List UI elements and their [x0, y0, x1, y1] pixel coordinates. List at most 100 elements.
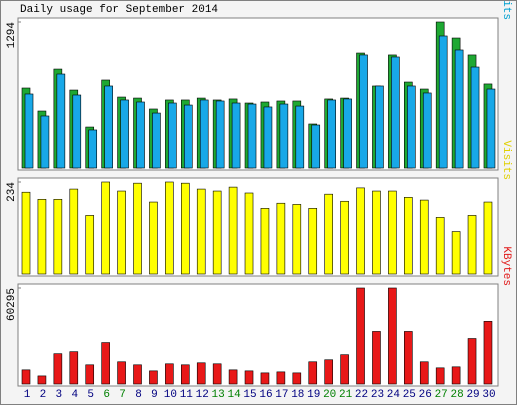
bar	[276, 202, 286, 275]
bar	[435, 217, 445, 275]
bar	[215, 100, 225, 169]
bar	[165, 181, 174, 275]
bar	[165, 363, 174, 385]
bar	[467, 215, 477, 275]
bar	[212, 190, 222, 275]
bar	[343, 98, 352, 169]
x-tick-label: 15	[243, 389, 256, 401]
bar	[168, 102, 177, 169]
x-tick-label: 19	[307, 389, 320, 401]
panel	[17, 283, 499, 387]
y-axis-label: KBytes	[500, 246, 512, 286]
bar	[149, 201, 158, 275]
x-tick-label: 30	[482, 389, 495, 401]
bar	[149, 370, 158, 385]
bar	[327, 99, 336, 169]
bar	[404, 197, 413, 275]
bar	[451, 366, 461, 385]
bar	[53, 353, 63, 385]
bar	[340, 354, 349, 385]
chart-title: Daily usage for September 2014	[20, 4, 218, 16]
x-tick-label: 14	[227, 389, 241, 401]
bar	[212, 363, 222, 385]
bar	[85, 215, 95, 275]
bar	[24, 93, 34, 169]
x-tick-label: 20	[323, 389, 336, 401]
bar	[388, 287, 397, 385]
bar	[340, 200, 349, 275]
x-tick-label: 12	[196, 389, 209, 401]
x-tick-label: 23	[371, 389, 384, 401]
bar	[85, 364, 95, 385]
bar	[422, 92, 432, 169]
bar	[69, 188, 79, 275]
x-tick-label: 10	[164, 389, 177, 401]
bar	[40, 115, 50, 169]
x-tick-label: 24	[387, 389, 401, 401]
bar	[133, 364, 142, 385]
y-axis-label: Visits	[500, 140, 512, 180]
y-tick-label: 234	[6, 182, 18, 202]
bar	[454, 49, 464, 169]
bar	[196, 362, 206, 385]
bar	[181, 182, 190, 275]
bar	[292, 204, 302, 275]
bar	[276, 371, 286, 385]
bar	[117, 361, 126, 385]
bar	[199, 99, 209, 169]
x-tick-label: 13	[212, 389, 225, 401]
bar	[196, 188, 206, 275]
x-tick-label: 3	[56, 389, 63, 401]
bar	[228, 186, 238, 275]
bar	[311, 124, 321, 169]
x-tick-label: 5	[87, 389, 94, 401]
bar	[407, 85, 416, 169]
bar	[451, 231, 461, 275]
x-tick-label: 6	[103, 389, 110, 401]
x-tick-label: 11	[180, 389, 194, 401]
x-tick-label: 1	[24, 389, 31, 401]
panel	[17, 177, 499, 277]
bar	[483, 321, 493, 385]
x-tick-label: 29	[466, 389, 479, 401]
bar	[435, 367, 445, 385]
x-tick-label: 16	[259, 389, 272, 401]
x-tick-label: 22	[355, 389, 368, 401]
bar	[260, 372, 270, 385]
x-tick-label: 4	[71, 389, 78, 401]
x-tick-label: 9	[151, 389, 158, 401]
bar	[101, 181, 110, 275]
bar	[88, 129, 98, 169]
bar	[152, 112, 161, 169]
y-tick-label: 1294	[6, 22, 18, 49]
bar	[104, 85, 113, 169]
bar	[308, 361, 318, 385]
x-tick-label: 18	[291, 389, 304, 401]
bar	[486, 88, 496, 169]
bar	[260, 208, 270, 275]
bar	[356, 187, 365, 275]
bar	[375, 85, 384, 169]
bar	[231, 102, 241, 169]
bar	[56, 73, 66, 169]
bar	[372, 331, 381, 385]
bar	[136, 101, 145, 169]
bar	[279, 103, 289, 169]
bar	[419, 361, 429, 385]
bar	[21, 369, 31, 385]
bar	[391, 56, 400, 169]
bar	[244, 370, 254, 385]
bar	[117, 190, 126, 275]
bar	[21, 191, 31, 275]
bar	[228, 369, 238, 385]
bar	[324, 359, 333, 385]
x-tick-label: 21	[339, 389, 353, 401]
bar	[324, 193, 333, 275]
bar	[388, 190, 397, 275]
bar	[359, 54, 368, 169]
bar	[438, 35, 448, 169]
bar	[295, 105, 305, 169]
x-tick-label: 26	[419, 389, 432, 401]
bar	[263, 106, 273, 169]
